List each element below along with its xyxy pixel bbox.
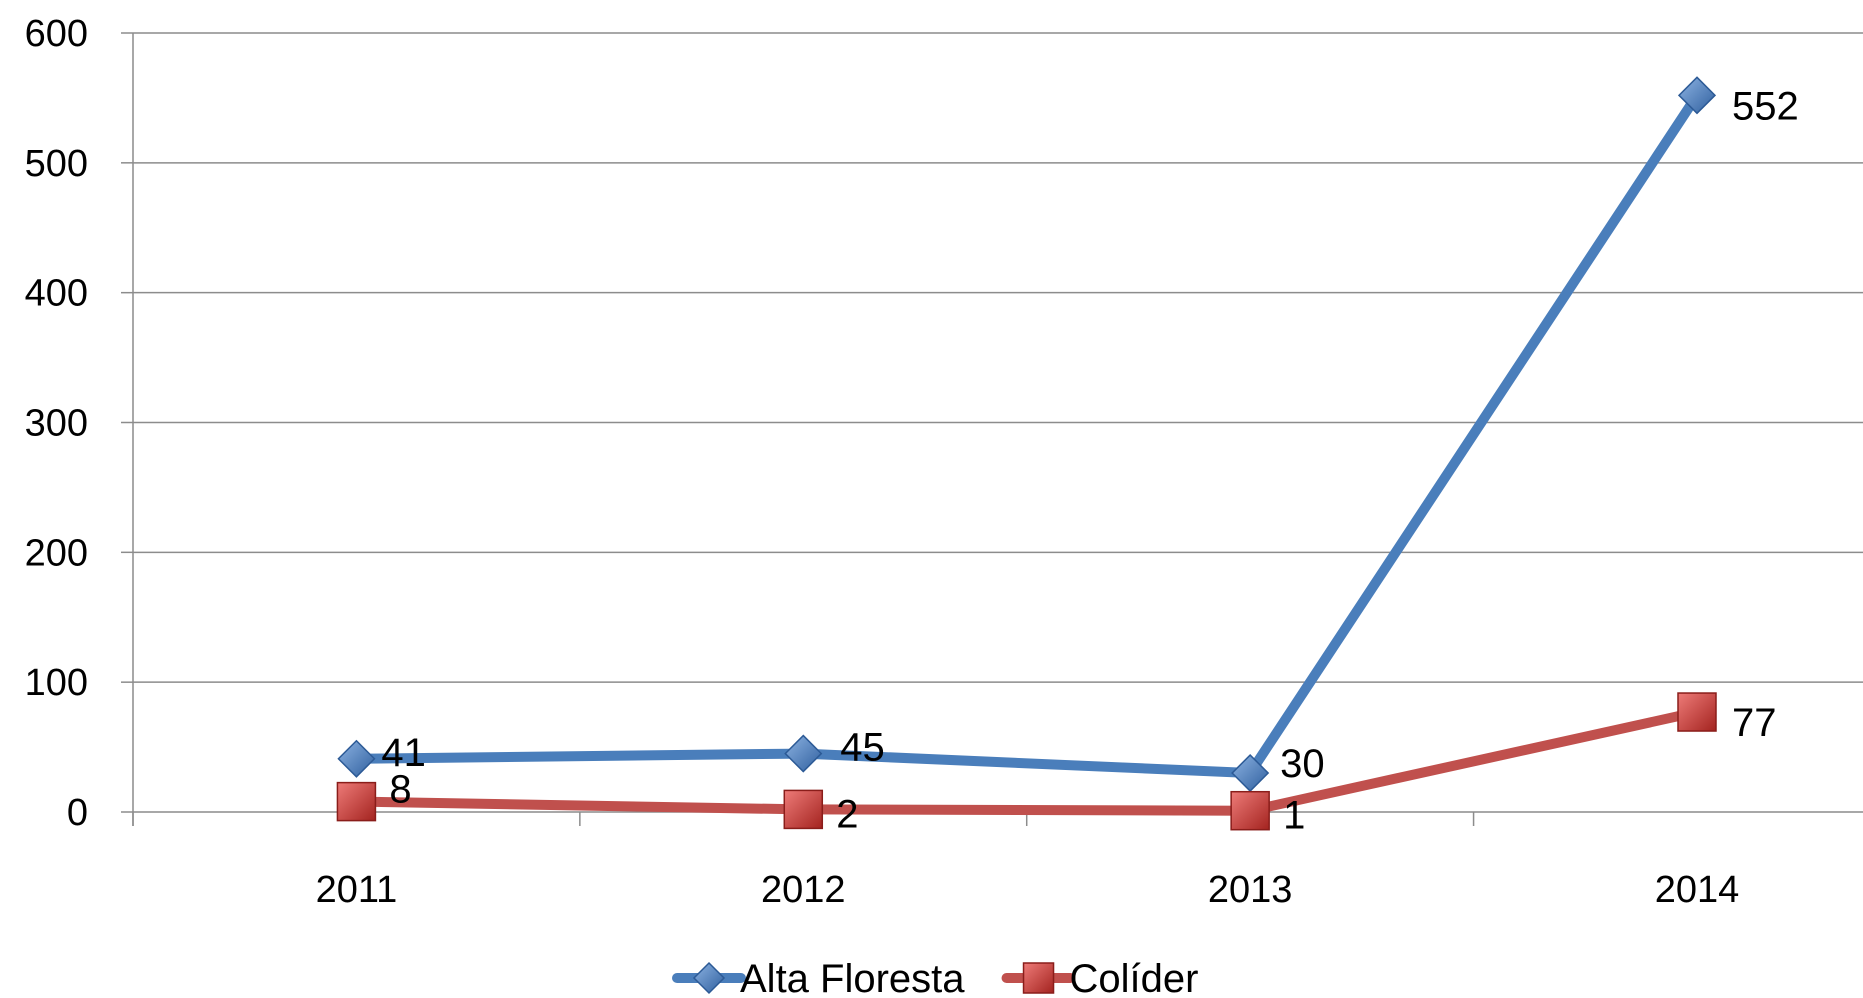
data-point xyxy=(337,739,376,778)
y-tick-label: 400 xyxy=(25,273,88,315)
legend-label: Alta Floresta xyxy=(740,957,965,998)
y-axis-tick-labels: 0 100 200 300 400 500 600 xyxy=(25,13,88,834)
x-tick-label: 2014 xyxy=(1655,869,1740,911)
series-markers xyxy=(336,76,1717,831)
data-point xyxy=(1677,76,1717,115)
legend-item: Colíder xyxy=(1001,957,1199,998)
legend-marker xyxy=(1022,962,1055,994)
x-tick-label: 2011 xyxy=(316,869,398,911)
data-point xyxy=(784,734,823,773)
legend: Alta Floresta Colíder xyxy=(672,957,1199,998)
y-tick-label: 0 xyxy=(67,792,88,834)
legend-item: Alta Floresta xyxy=(672,957,965,998)
x-tick-label: 2013 xyxy=(1208,869,1293,911)
data-label: 552 xyxy=(1732,84,1799,128)
series-line-1 xyxy=(351,707,1702,816)
legend-label: Colíder xyxy=(1070,957,1199,998)
legend-marker xyxy=(692,961,726,995)
data-point xyxy=(783,789,824,830)
data-label: 2 xyxy=(836,792,858,836)
data-point xyxy=(1677,692,1717,732)
data-label: 8 xyxy=(389,768,411,812)
y-tick-label: 200 xyxy=(25,532,88,574)
y-tick-label: 300 xyxy=(25,403,88,445)
y-tick-label: 500 xyxy=(25,143,88,185)
data-label: 41 xyxy=(381,731,426,775)
y-tick-label: 100 xyxy=(25,662,88,704)
data-label: 30 xyxy=(1280,742,1325,786)
data-label: 1 xyxy=(1283,794,1305,838)
series-line-0 xyxy=(351,90,1702,779)
x-tick-label: 2012 xyxy=(761,869,846,911)
data-label: 77 xyxy=(1732,701,1777,745)
data-label: 45 xyxy=(840,726,885,770)
y-tick-label: 600 xyxy=(25,13,88,55)
axes xyxy=(121,32,1863,826)
data-point xyxy=(1230,790,1270,831)
series-lines xyxy=(351,90,1702,816)
data-point xyxy=(336,781,377,822)
x-axis-tick-labels: 2011 2012 2013 2014 xyxy=(316,869,1740,911)
gridlines xyxy=(133,32,1863,683)
data-labels: 41 45 30 552 8 2 1 77 xyxy=(381,84,1798,837)
